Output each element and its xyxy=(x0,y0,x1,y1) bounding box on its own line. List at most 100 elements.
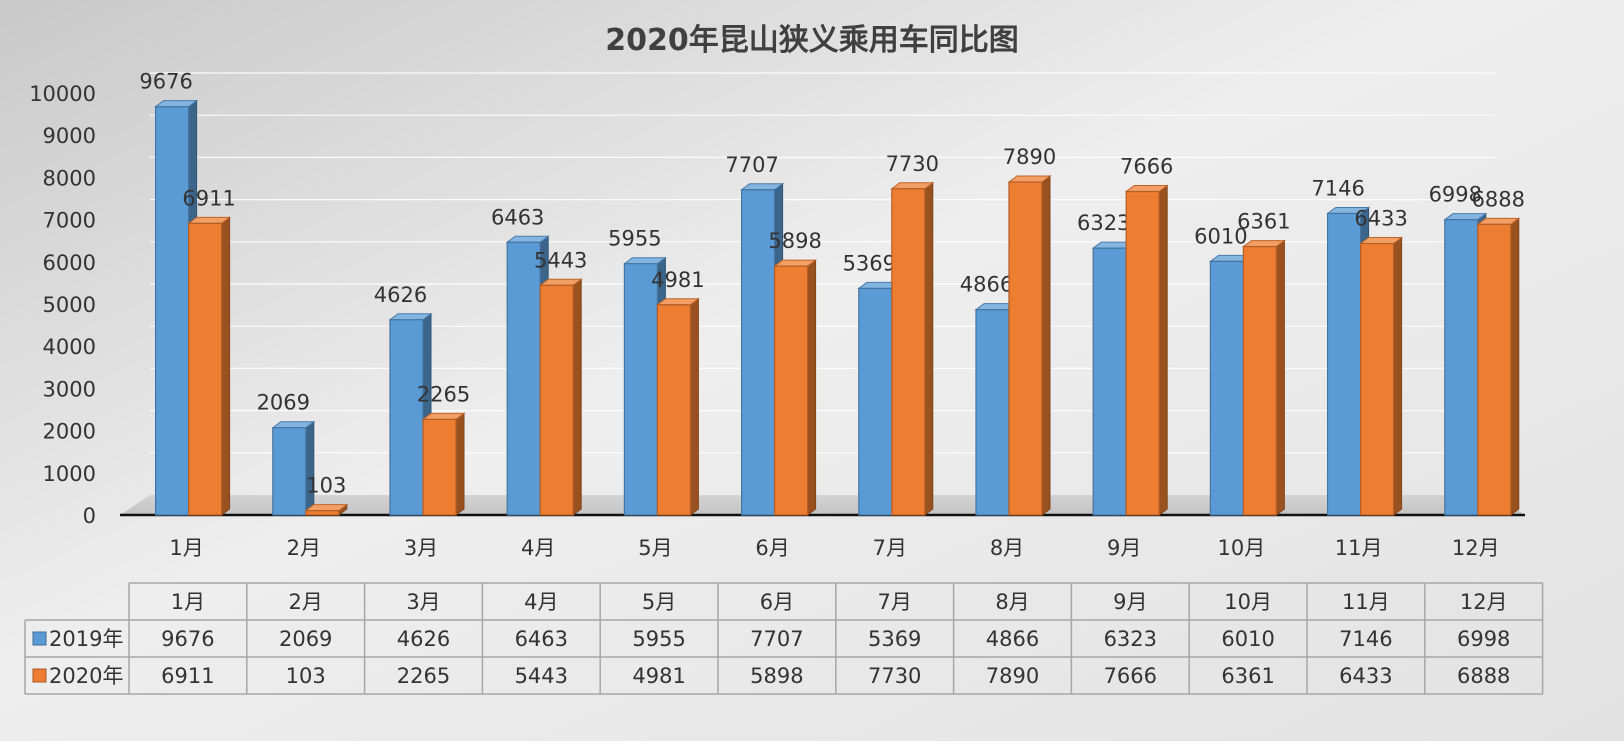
bar-top-face xyxy=(1476,217,1521,225)
bar-top-face xyxy=(740,183,785,191)
data-label: 6463 xyxy=(491,205,544,229)
data-label: 9676 xyxy=(139,70,192,94)
data-label: 6010 xyxy=(1194,224,1247,248)
y-tick-label: 2000 xyxy=(43,420,96,444)
bar-front-face xyxy=(305,510,340,516)
table-value-cell: 2069 xyxy=(279,627,332,651)
table-header-cell: 11月 xyxy=(1342,590,1390,614)
table-value-cell: 7146 xyxy=(1339,627,1392,651)
x-tick-label: 9月 xyxy=(1107,536,1141,560)
data-label: 4981 xyxy=(651,268,704,292)
bar-front-face xyxy=(506,241,541,516)
bar-2020 xyxy=(890,181,935,516)
y-tick-label: 6000 xyxy=(43,251,96,275)
x-tick-label: 8月 xyxy=(990,536,1024,560)
bar-top-face xyxy=(421,412,466,420)
legend-series-name: 2020年 xyxy=(49,664,123,688)
legend-swatch xyxy=(32,631,47,646)
x-tick-label: 11月 xyxy=(1335,536,1383,560)
bar-side-face xyxy=(221,216,231,516)
table-value-cell: 6361 xyxy=(1221,664,1274,688)
data-label: 6361 xyxy=(1237,210,1290,234)
bar-front-face xyxy=(975,309,1010,516)
bar-front-face xyxy=(1444,219,1479,516)
plot-area: 0 1000 2000 3000 4000 5000 6000 7000 8000 9000 100… xyxy=(29,70,1525,560)
x-tick-label: 1月 xyxy=(169,536,203,560)
bar-2020 xyxy=(421,412,466,516)
data-label: 6433 xyxy=(1354,207,1407,231)
data-label: 2069 xyxy=(257,391,310,415)
data-label: 2265 xyxy=(417,382,470,406)
bar-2020 xyxy=(1241,239,1286,516)
bar-front-face xyxy=(656,304,692,516)
y-tick-label: 4000 xyxy=(43,335,96,359)
data-label: 6323 xyxy=(1077,211,1130,235)
bar-top-face xyxy=(622,257,667,265)
data-label: 103 xyxy=(306,474,346,498)
bar-side-face xyxy=(1393,236,1403,516)
table-header-cell: 6月 xyxy=(760,590,794,614)
table-value-cell: 4981 xyxy=(632,664,685,688)
data-label: 6911 xyxy=(182,186,235,210)
data-label: 7666 xyxy=(1120,154,1173,178)
table-value-cell: 103 xyxy=(286,664,326,688)
bar-2020 xyxy=(187,216,232,516)
bar-front-face xyxy=(1477,223,1512,516)
y-tick-label: 9000 xyxy=(43,124,96,148)
bar-top-face xyxy=(1007,175,1052,183)
bar-front-face xyxy=(891,188,926,516)
bar-top-face xyxy=(538,278,583,286)
x-tick-label: 3月 xyxy=(404,536,438,560)
table-value-cell: 6433 xyxy=(1339,664,1392,688)
bar-side-face xyxy=(1158,184,1168,516)
bar-2020 xyxy=(1007,175,1052,516)
bar-top-face xyxy=(1443,213,1488,221)
y-tick-label: 0 xyxy=(83,504,96,528)
data-label: 6888 xyxy=(1472,187,1525,211)
bar-top-face xyxy=(154,100,199,108)
bar-top-face xyxy=(388,313,433,321)
table-value-cell: 9676 xyxy=(161,627,214,651)
bar-side-face xyxy=(305,420,315,516)
table-value-cell: 5898 xyxy=(750,664,803,688)
legend-swatch xyxy=(32,668,47,683)
table-header-cell: 7月 xyxy=(878,590,912,614)
bar-front-face xyxy=(272,427,307,516)
bar-front-face xyxy=(539,284,574,516)
data-label: 5369 xyxy=(843,251,896,275)
bar-front-face xyxy=(1209,260,1245,516)
data-label: 4866 xyxy=(960,273,1013,297)
bar-side-face xyxy=(572,278,582,516)
data-label: 5955 xyxy=(608,227,661,251)
bar-side-face xyxy=(924,181,934,516)
bar-2020 xyxy=(773,259,818,516)
data-label: 7730 xyxy=(886,152,939,176)
data-label: 7146 xyxy=(1311,176,1364,200)
bar-side-face xyxy=(689,297,699,516)
table-header-cell: 10月 xyxy=(1224,590,1272,614)
bar-front-face xyxy=(623,263,659,516)
x-tick-label: 10月 xyxy=(1218,536,1266,560)
x-tick-label: 2月 xyxy=(287,536,321,560)
table-value-cell: 2265 xyxy=(397,664,450,688)
bar-side-face xyxy=(455,412,465,516)
table-value-cell: 7730 xyxy=(868,664,921,688)
bar-2020 xyxy=(304,503,349,516)
bar-front-face xyxy=(773,265,809,516)
chart-floor xyxy=(120,495,1525,515)
table-header-cell: 12月 xyxy=(1460,590,1508,614)
bar-front-face xyxy=(155,106,190,516)
bar-front-face xyxy=(1008,181,1043,516)
bar-front-face xyxy=(1125,190,1160,516)
bar-top-face xyxy=(1124,184,1169,192)
table-value-cell: 6323 xyxy=(1104,627,1157,651)
table-header-cell: 9月 xyxy=(1113,590,1147,614)
legend-series-name: 2019年 xyxy=(49,627,123,651)
y-tick-label: 1000 xyxy=(43,462,96,486)
bar-2020 xyxy=(1476,217,1521,516)
chart-title: 2020年昆山狭义乘用车同比图 xyxy=(605,23,1019,58)
y-tick-label: 5000 xyxy=(43,293,96,317)
y-tick-label: 8000 xyxy=(43,166,96,190)
bar-2020 xyxy=(655,297,700,516)
